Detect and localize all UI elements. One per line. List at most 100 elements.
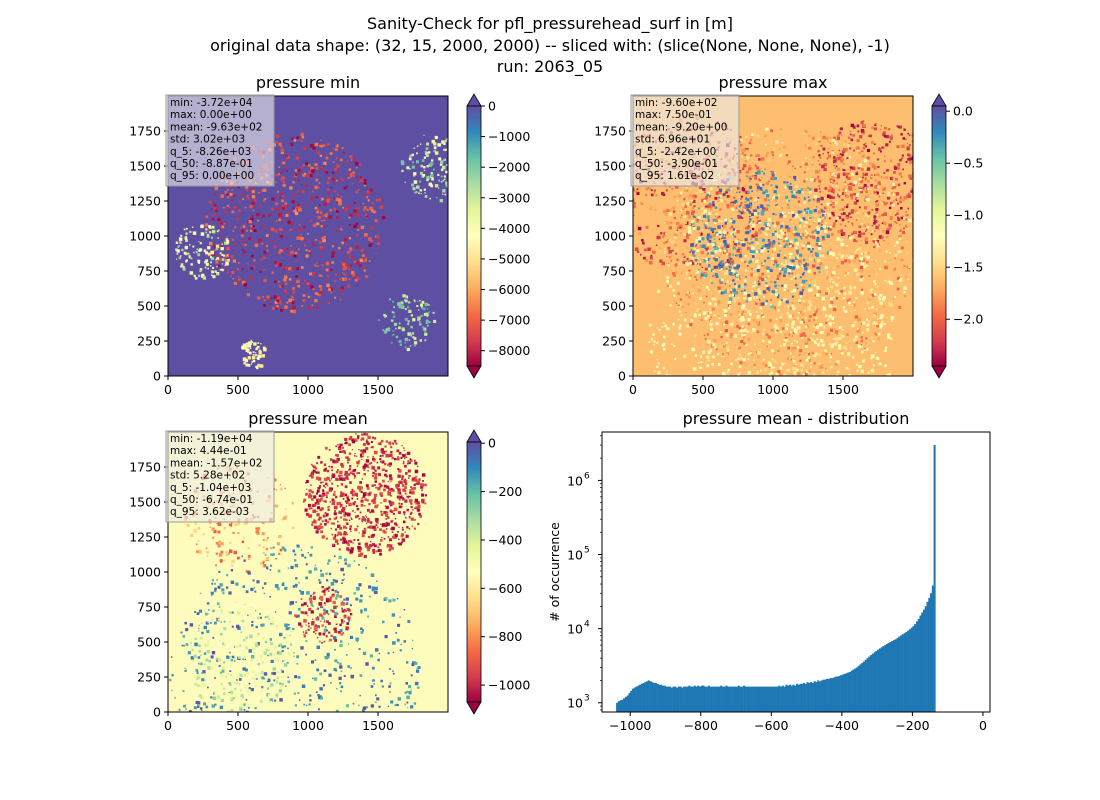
heatmap-cell — [786, 229, 791, 233]
heatmap-cell — [877, 228, 880, 231]
heatmap-cell — [257, 296, 261, 300]
heatmap-cell — [666, 327, 670, 331]
heatmap-cell — [757, 154, 760, 157]
heatmap-cell — [426, 308, 428, 310]
heatmap-cell — [791, 266, 795, 270]
heatmap-cell — [705, 285, 709, 289]
heatmap-cell — [813, 271, 817, 275]
heatmap-cell — [792, 332, 795, 334]
heatmap-cell — [221, 243, 223, 245]
heatmap-cell — [898, 237, 902, 240]
heatmap-cell — [721, 322, 725, 325]
heatmap-cell — [257, 354, 262, 359]
heatmap-cell — [407, 496, 409, 499]
heatmap-cell — [339, 278, 342, 280]
heatmap-cell — [879, 293, 883, 297]
heatmap-cell — [684, 188, 688, 193]
heatmap-cell — [898, 126, 901, 129]
heatmap-cell — [263, 347, 267, 352]
heatmap-cell — [366, 487, 370, 490]
heatmap-cell — [792, 256, 796, 259]
heatmap-cell — [833, 136, 836, 140]
heatmap-cell — [756, 206, 760, 209]
heatmap-cell — [707, 249, 711, 252]
heatmap-cell — [633, 204, 636, 209]
heatmap-cell — [896, 276, 900, 280]
heatmap-cell — [803, 144, 808, 148]
heatmap-cell — [794, 327, 796, 330]
heatmap-cell — [796, 264, 800, 269]
heatmap-cell — [824, 265, 828, 269]
heatmap-cell — [366, 526, 369, 529]
heatmap-cell — [713, 338, 717, 342]
heatmap-cell — [317, 265, 319, 267]
heatmap-cell — [706, 233, 711, 237]
heatmap-cell — [844, 181, 846, 183]
heatmap-cell — [871, 293, 875, 297]
heatmap-cell — [770, 457, 773, 460]
heatmap-cell — [226, 241, 229, 245]
heatmap-cell — [771, 171, 775, 174]
heatmap-cell — [451, 174, 454, 177]
heatmap-cell — [692, 226, 696, 230]
heatmap-cell — [795, 370, 798, 373]
heatmap-cell — [453, 160, 454, 161]
heatmap-cell — [378, 442, 382, 446]
heatmap-cell — [775, 213, 777, 216]
heatmap-cell — [378, 319, 381, 322]
heatmap-cell — [405, 472, 408, 475]
heatmap-cell — [876, 185, 878, 187]
heatmap-cell — [377, 546, 380, 549]
y-tick-label: 500 — [602, 299, 626, 314]
heatmap-cell — [645, 259, 649, 263]
heatmap-cell — [751, 213, 754, 216]
heatmap-cell — [856, 369, 859, 372]
heatmap-cell — [694, 276, 697, 278]
heatmap-cell — [790, 278, 793, 280]
heatmap-cell — [801, 319, 804, 322]
heatmap-cell — [709, 195, 712, 198]
heatmap-cell — [636, 188, 639, 190]
heatmap-cell — [735, 255, 738, 258]
heatmap-cell — [791, 290, 794, 293]
heatmap-cell — [726, 200, 728, 202]
heatmap-cell — [897, 202, 899, 205]
heatmap-cell — [359, 176, 362, 179]
heatmap-cell — [221, 263, 224, 265]
heatmap-cell — [789, 235, 793, 239]
heatmap-cell — [218, 227, 221, 231]
heatmap-cell — [722, 376, 725, 379]
heatmap-cell — [698, 189, 703, 193]
heatmap-cell — [420, 171, 423, 175]
heatmap-cell — [273, 245, 277, 249]
heatmap-cell — [740, 195, 743, 198]
heatmap-cell — [727, 368, 730, 372]
heatmap-cell — [195, 251, 198, 254]
heatmap-cell — [801, 279, 806, 284]
heatmap-cell — [364, 257, 368, 260]
heatmap-cell — [419, 189, 422, 192]
heatmap-cell — [788, 227, 791, 230]
heatmap-cell — [242, 212, 244, 214]
heatmap-cell — [790, 358, 792, 361]
heatmap-cell — [737, 284, 741, 288]
heatmap-cell — [318, 274, 322, 277]
heatmap-cell — [907, 194, 912, 198]
heatmap-cell — [765, 281, 768, 284]
heatmap-cell — [347, 173, 350, 176]
heatmap-cell — [832, 338, 835, 340]
heatmap-cell — [335, 210, 339, 213]
heatmap-cell — [793, 152, 796, 155]
heatmap-cell — [756, 231, 760, 235]
heatmap-cell — [730, 362, 733, 366]
heatmap-cell — [709, 204, 713, 208]
heatmap-cell — [709, 319, 711, 321]
heatmap-cell — [755, 273, 758, 276]
heatmap-cell — [874, 123, 877, 126]
heatmap-cell — [712, 211, 715, 215]
heatmap-cell — [422, 174, 426, 177]
heatmap-cell — [879, 268, 882, 271]
heatmap-cell — [225, 238, 229, 241]
heatmap-cell — [246, 342, 249, 345]
heatmap-cell — [673, 344, 676, 347]
